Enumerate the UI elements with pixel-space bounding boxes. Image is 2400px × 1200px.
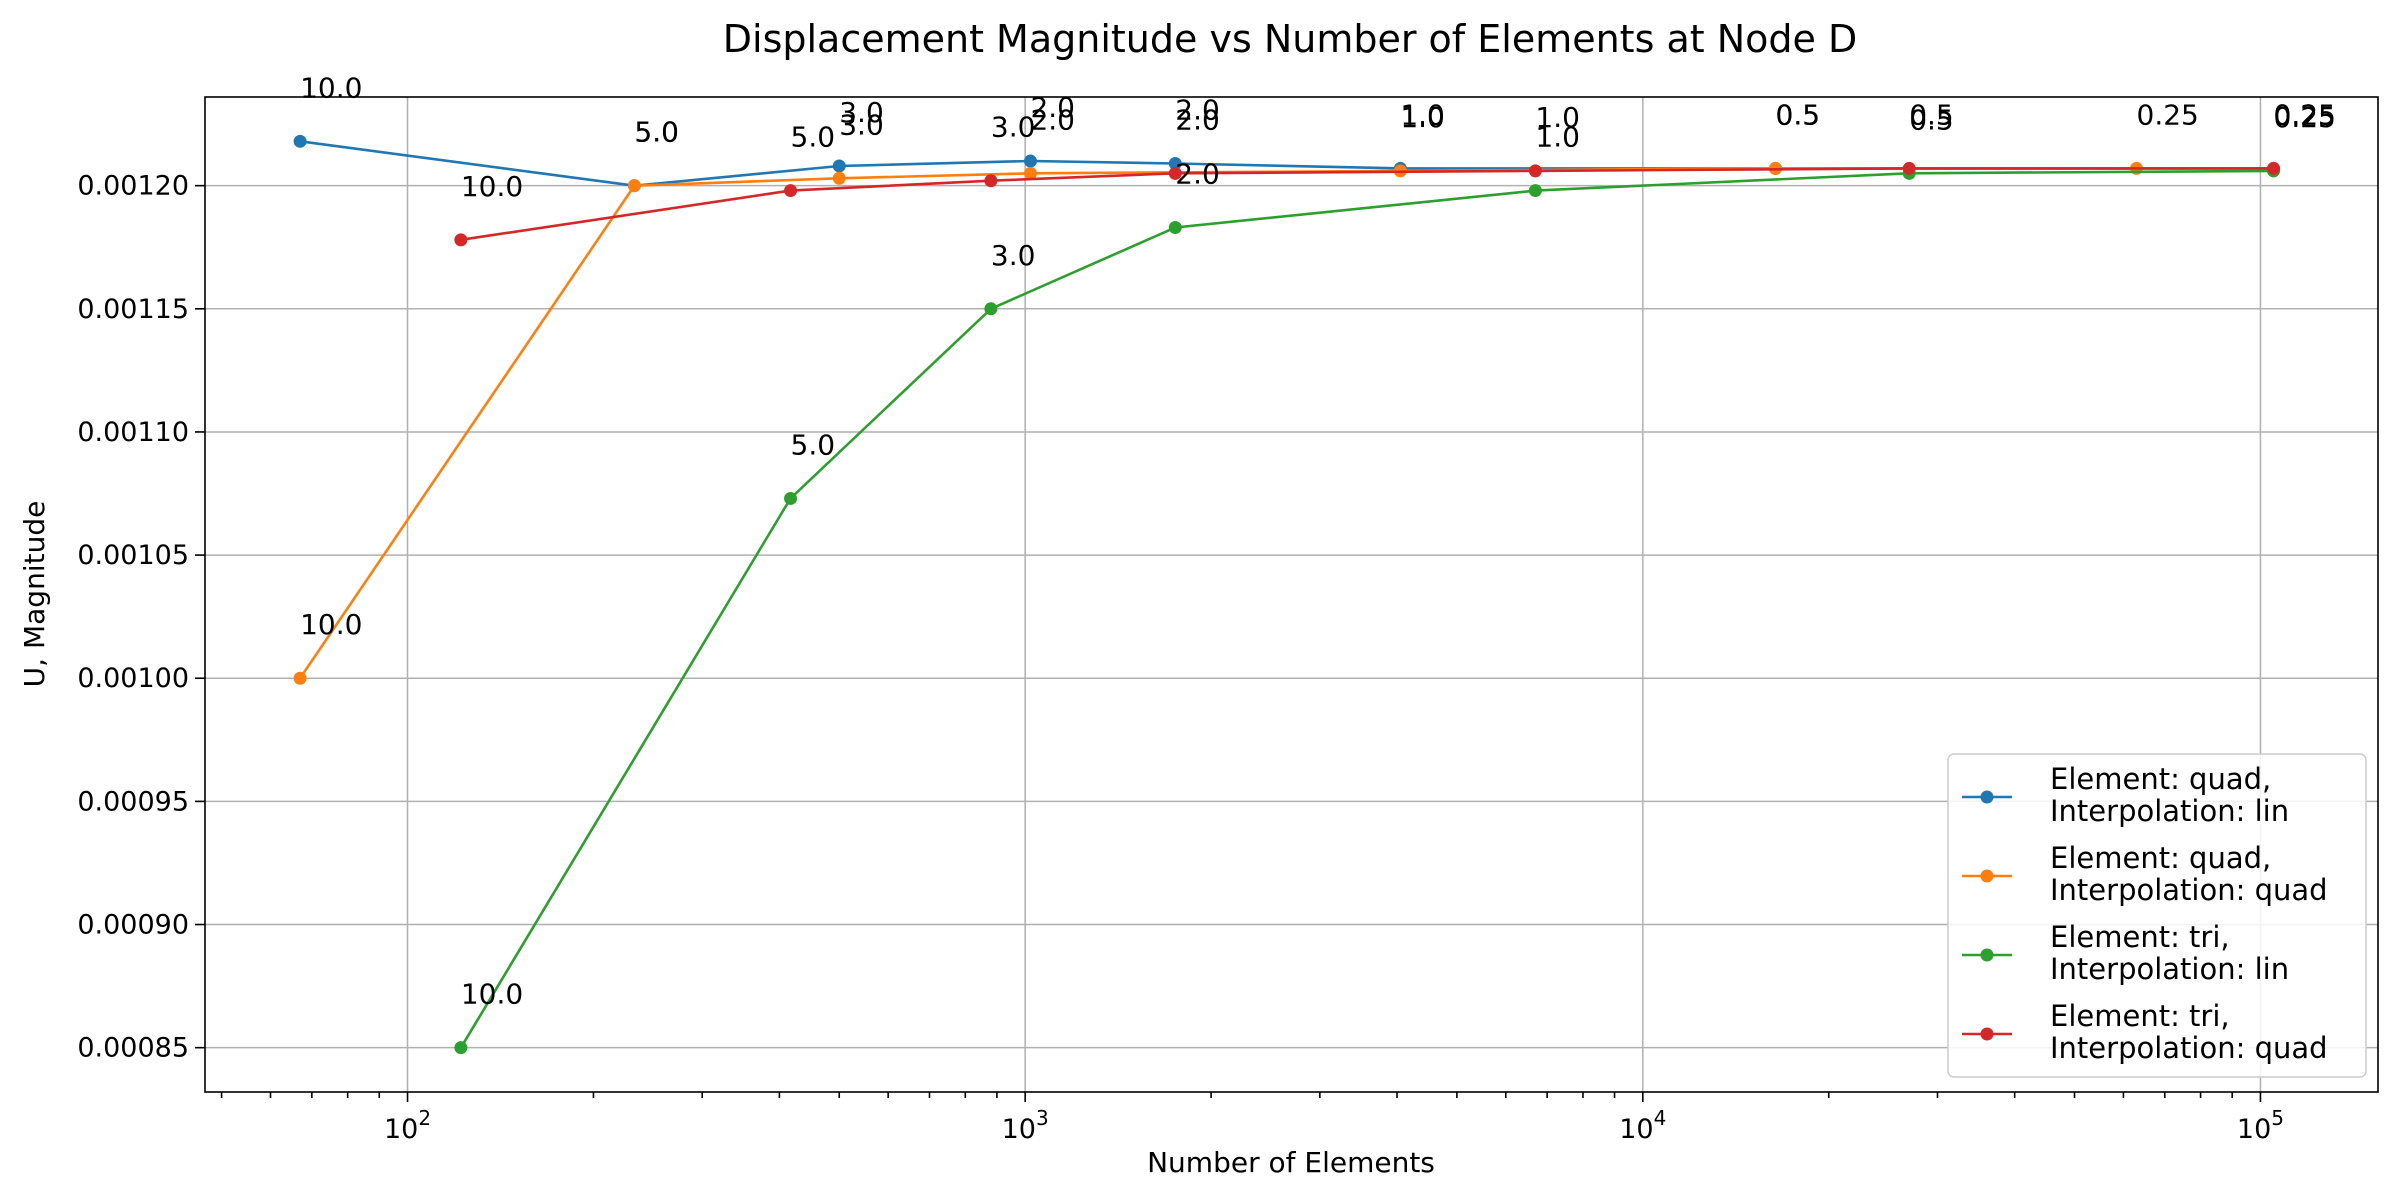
data-label: 5.0 xyxy=(791,121,836,154)
data-label: 1.0 xyxy=(1400,101,1445,134)
y-tick-label: 0.00100 xyxy=(77,663,189,694)
legend-label-line2: Interpolation: quad xyxy=(2050,1031,2328,1065)
data-point xyxy=(1168,166,1182,180)
data-label: 0.5 xyxy=(1776,98,1821,131)
data-point xyxy=(1168,156,1182,170)
data-point xyxy=(1023,154,1037,168)
data-point xyxy=(984,174,998,188)
y-tick-label: 0.00090 xyxy=(77,910,189,941)
data-label: 1.0 xyxy=(1535,121,1580,154)
legend-label-line1: Element: quad, xyxy=(2050,762,2271,796)
data-label: 0.5 xyxy=(1909,98,1954,131)
legend-marker xyxy=(1980,948,1994,962)
data-label: 1.0 xyxy=(1400,98,1445,131)
data-label: 0.5 xyxy=(1776,98,1821,131)
legend-label-line2: Interpolation: lin xyxy=(2050,794,2289,828)
data-label: 2.0 xyxy=(1175,158,1220,191)
x-axis-label: Number of Elements xyxy=(1147,1146,1435,1179)
series-line xyxy=(460,167,2274,242)
plot-frame xyxy=(204,96,2379,1093)
legend-marker xyxy=(1980,790,1994,804)
data-point xyxy=(784,491,798,505)
data-point xyxy=(832,159,846,173)
x-tick-label: 102 xyxy=(384,1106,431,1145)
data-label: 10.0 xyxy=(461,978,523,1011)
y-tick-label: 0.00085 xyxy=(77,1033,189,1064)
data-label: 0.5 xyxy=(1909,103,1954,136)
data-label: 0.25 xyxy=(2137,98,2199,131)
legend-marker xyxy=(1980,869,1994,883)
data-label: 5.0 xyxy=(791,428,836,461)
data-point xyxy=(984,302,998,316)
grid-layer xyxy=(205,97,2378,1092)
data-point xyxy=(454,1041,468,1055)
data-label: 3.0 xyxy=(991,239,1036,272)
data-label: 1.0 xyxy=(1535,101,1580,134)
data-label: 2.0 xyxy=(1175,103,1220,136)
data-point xyxy=(627,179,641,193)
data-label: 3.0 xyxy=(839,96,884,129)
data-point xyxy=(2267,161,2281,175)
data-label: 3.0 xyxy=(839,108,884,141)
data-label: 0.25 xyxy=(2274,101,2336,134)
data-point xyxy=(1528,184,1542,198)
data-point xyxy=(1168,221,1182,235)
legend-label-line2: Interpolation: lin xyxy=(2050,952,2289,986)
x-tick-label: 103 xyxy=(1002,1106,1049,1145)
data-point xyxy=(454,233,468,247)
data-point xyxy=(784,184,798,198)
data-label: 10.0 xyxy=(461,170,523,203)
x-tick-label: 105 xyxy=(2237,1106,2284,1145)
data-label: 0.25 xyxy=(2274,98,2336,131)
series-layer xyxy=(293,134,2281,1055)
data-label: 10.0 xyxy=(300,71,362,104)
data-point xyxy=(1902,161,1916,175)
legend-box xyxy=(1947,753,2367,1078)
data-label: 0.25 xyxy=(2274,98,2336,131)
data-label: 5.0 xyxy=(634,116,679,149)
data-point xyxy=(293,134,307,148)
data-point xyxy=(832,171,846,185)
y-tick-label: 0.00105 xyxy=(77,540,189,571)
series-line xyxy=(299,140,2274,188)
data-label: 10.0 xyxy=(300,608,362,641)
series-line xyxy=(299,167,2137,679)
data-label: 2.0 xyxy=(1030,103,1075,136)
data-point xyxy=(1023,166,1037,180)
legend: Element: quad,Interpolation: linElement:… xyxy=(1947,753,2367,1078)
legend-marker xyxy=(1980,1027,1994,1041)
x-tick-label: 104 xyxy=(1619,1106,1666,1145)
legend-label-line1: Element: tri, xyxy=(2050,920,2230,954)
legend-label-line2: Interpolation: quad xyxy=(2050,873,2328,907)
tick-layer: 102 103 104 105 0.00085 0.00090 0.00095 0.00100… xyxy=(77,171,2284,1145)
legend-label-line1: Element: quad, xyxy=(2050,841,2271,875)
chart-title: Displacement Magnitude vs Number of Elem… xyxy=(723,17,1858,61)
y-tick-label: 0.00110 xyxy=(77,417,189,448)
data-label: 3.0 xyxy=(991,111,1036,144)
y-tick-label: 0.00120 xyxy=(77,171,189,202)
data-point xyxy=(293,671,307,685)
data-label: 2.0 xyxy=(1175,93,1220,126)
legend-label-line1: Element: tri, xyxy=(2050,999,2230,1033)
y-tick-label: 0.00095 xyxy=(77,786,189,817)
y-axis-label: U, Magnitude xyxy=(18,501,51,688)
data-label: 5.0 xyxy=(634,116,679,149)
data-point xyxy=(1528,164,1542,178)
y-tick-label: 0.00115 xyxy=(77,294,189,325)
